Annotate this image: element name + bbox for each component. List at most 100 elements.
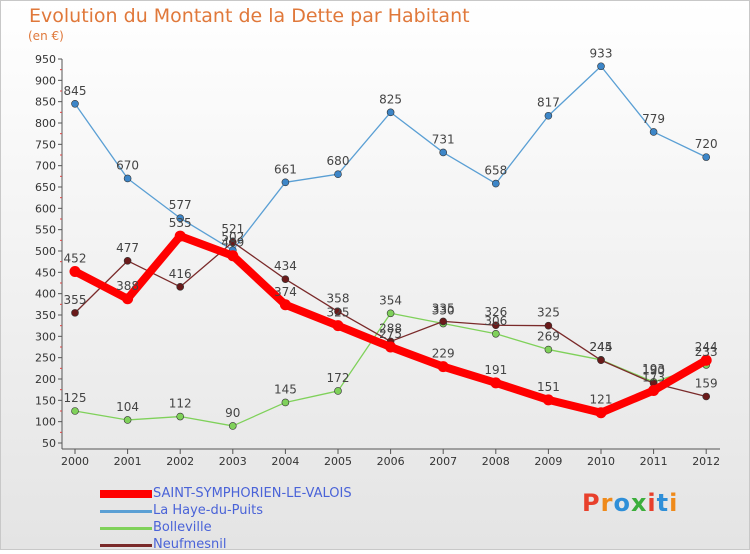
data-point [334, 170, 342, 178]
data-point [649, 128, 658, 136]
data-label: 661 [274, 162, 297, 176]
x-tick-label: 2003 [219, 455, 247, 468]
data-label: 326 [484, 305, 507, 319]
y-tick-label: 550 [35, 224, 56, 237]
data-label: 670 [116, 158, 139, 172]
data-label: 731 [432, 132, 455, 146]
data-label: 416 [169, 267, 192, 281]
data-point [123, 416, 132, 424]
data-label: 845 [64, 84, 87, 98]
data-label: 190 [642, 363, 665, 377]
data-point [281, 398, 290, 407]
data-label: 191 [484, 363, 507, 377]
data-point [71, 309, 79, 317]
data-label: 151 [537, 380, 560, 394]
chart-title: Evolution du Montant de la Dette par Hab… [29, 5, 470, 27]
data-label: 354 [379, 293, 402, 307]
data-label: 125 [64, 391, 87, 405]
data-label: 720 [695, 137, 718, 151]
data-label: 245 [590, 340, 613, 354]
x-tick-label: 2006 [377, 455, 405, 468]
series-line [74, 241, 707, 398]
data-point [648, 385, 660, 397]
data-point [702, 153, 711, 161]
data-point [229, 422, 237, 430]
data-label: 330 [432, 304, 455, 318]
y-tick-label: 50 [42, 437, 56, 450]
data-point [71, 100, 79, 108]
data-label: 244 [695, 340, 718, 354]
data-label: 121 [590, 393, 613, 407]
chart-subtitle: (en €) [28, 29, 64, 43]
brand-logo-letter: P [582, 489, 601, 517]
data-point [702, 392, 711, 401]
data-label: 933 [590, 46, 613, 60]
y-tick-label: 650 [35, 181, 56, 194]
data-point [279, 299, 291, 311]
legend-label: Bolleville [153, 520, 212, 535]
x-tick-label: 2009 [534, 455, 562, 468]
legend-swatch [100, 510, 152, 513]
data-label: 388 [116, 279, 139, 293]
y-tick-label: 250 [35, 352, 56, 365]
data-label: 477 [116, 241, 139, 255]
data-label: 489 [221, 236, 244, 250]
data-label: 269 [537, 330, 560, 344]
y-tick-label: 400 [35, 288, 56, 301]
data-point [281, 178, 290, 187]
data-label: 288 [379, 321, 402, 335]
data-point [123, 174, 132, 183]
x-tick-label: 2002 [166, 455, 194, 468]
data-point [332, 320, 344, 332]
data-point [386, 108, 395, 117]
data-point [334, 387, 342, 395]
data-label: 521 [221, 222, 244, 236]
legend-label: SAINT-SYMPHORIEN-LE-VALOIS [153, 486, 352, 501]
brand-logo-letter: i [647, 489, 657, 517]
data-label: 680 [327, 154, 350, 168]
data-label: 306 [484, 314, 507, 328]
data-point [597, 62, 605, 71]
data-label: 112 [169, 397, 192, 411]
brand-logo-letter: t [656, 489, 670, 517]
y-tick-label: 750 [35, 138, 56, 151]
y-tick-label: 700 [35, 160, 56, 173]
data-label: 145 [274, 382, 297, 396]
x-tick-label: 2000 [61, 455, 89, 468]
data-point [229, 238, 237, 246]
data-point [123, 257, 132, 265]
y-tick-label: 600 [35, 202, 56, 215]
data-label: 335 [432, 301, 455, 315]
data-label: 193 [642, 362, 665, 376]
data-point [334, 307, 342, 316]
data-point [439, 148, 448, 157]
data-point [597, 356, 605, 365]
x-tick-label: 2001 [114, 455, 142, 468]
data-label: 577 [169, 198, 192, 212]
data-point [386, 309, 395, 318]
data-label: 104 [116, 400, 139, 414]
data-point [542, 394, 554, 406]
data-point [69, 265, 81, 277]
data-point [176, 412, 184, 421]
y-tick-label: 350 [35, 309, 56, 322]
data-label: 658 [484, 164, 507, 178]
data-label: 90 [225, 406, 240, 420]
data-label: 172 [327, 371, 350, 385]
brand-logo-letter: r [600, 489, 614, 517]
data-label: 275 [379, 327, 402, 341]
data-label: 233 [695, 345, 718, 359]
data-label: 374 [274, 285, 297, 299]
data-point [385, 341, 397, 353]
data-point [176, 214, 184, 222]
legend-swatch [100, 527, 152, 530]
brand-logo-letter: x [630, 489, 648, 517]
data-label: 358 [327, 292, 350, 306]
x-tick-label: 2007 [429, 455, 457, 468]
data-label: 325 [537, 306, 560, 320]
data-point [544, 345, 553, 354]
y-tick-label: 300 [35, 330, 56, 343]
data-label: 452 [64, 251, 87, 265]
